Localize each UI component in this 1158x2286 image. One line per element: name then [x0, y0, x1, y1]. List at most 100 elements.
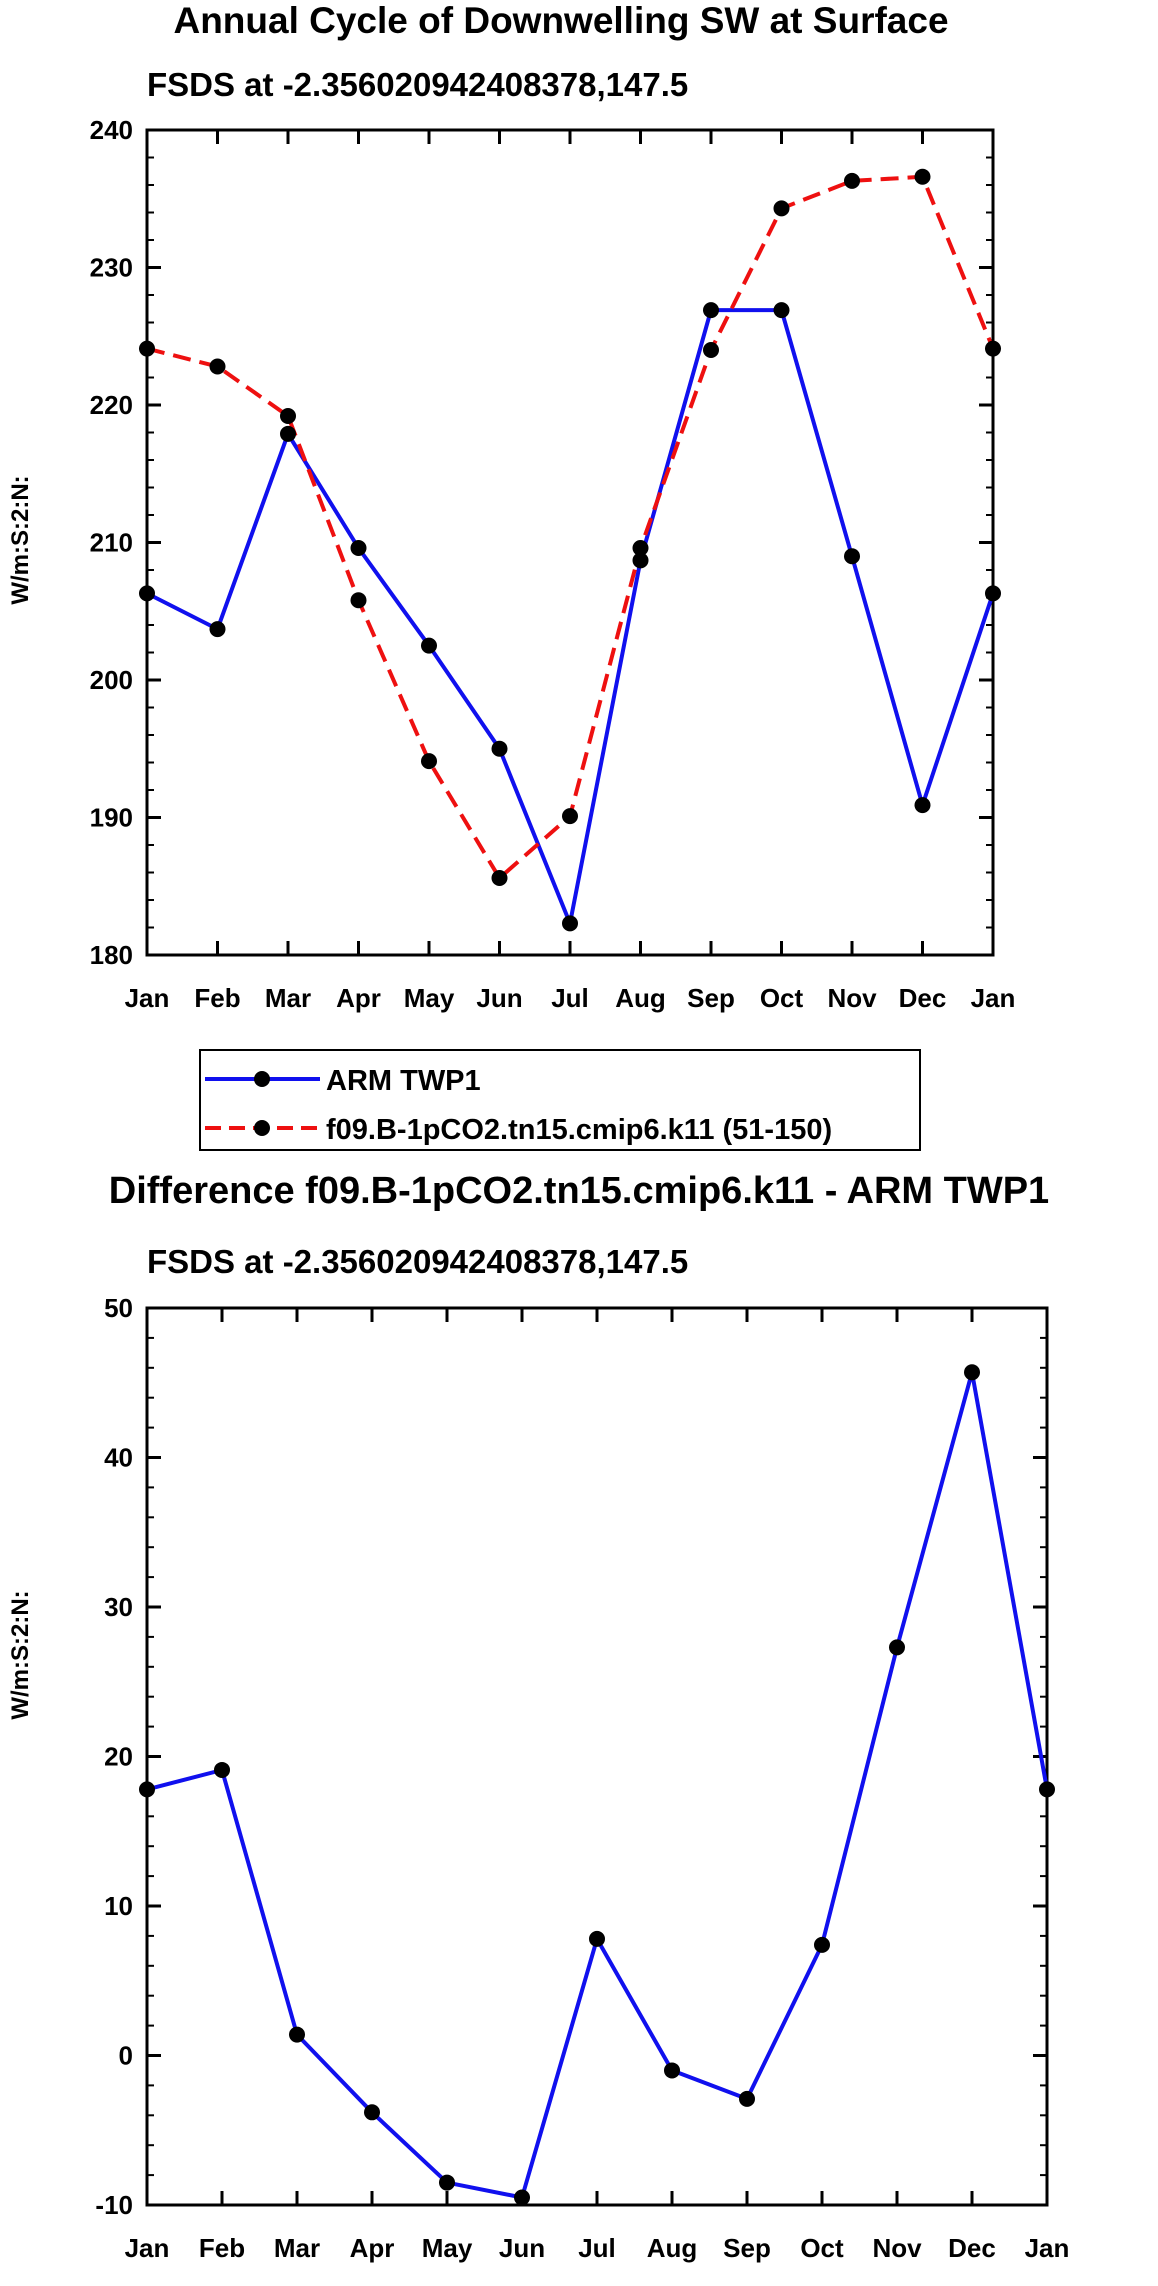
data-point [844, 172, 860, 189]
x-tick-label: Mar [274, 2233, 320, 2263]
y-tick-label: 220 [90, 390, 133, 420]
x-tick-label: Jun [499, 2233, 545, 2263]
data-point [209, 621, 226, 638]
x-tick-label: Aug [647, 2233, 698, 2263]
axis-ticks [145, 128, 995, 957]
data-point [514, 2189, 530, 2206]
data-point [209, 358, 226, 375]
y-tick-label: 20 [104, 1742, 133, 1772]
data-point [703, 302, 719, 319]
data-point [364, 2104, 380, 2121]
data-point [914, 168, 931, 185]
y-tick-label: 190 [90, 803, 133, 833]
x-tick-label: Sep [687, 983, 735, 1013]
y-tick-label: 40 [104, 1443, 133, 1473]
x-tick-label: May [422, 2233, 473, 2263]
y-tick-label: -10 [95, 2190, 133, 2220]
data-point [703, 342, 719, 358]
x-tick-label: Feb [199, 2233, 245, 2263]
data-point [985, 585, 1001, 602]
data-point [914, 797, 931, 814]
data-point [421, 637, 437, 654]
x-tick-label: Apr [336, 983, 381, 1013]
series-markers [139, 1364, 1055, 2206]
y-axis-label: W/m:S:2:N: [7, 1590, 34, 1719]
data-point [139, 340, 155, 357]
data-point [664, 2062, 680, 2079]
chart-title: Difference f09.B-1pCO2.tn15.cmip6.k11 - … [109, 1170, 1049, 1212]
data-point [421, 753, 437, 770]
data-point [280, 425, 296, 442]
y-axis-label: W/m:S:2:N: [7, 475, 34, 604]
x-tick-label: Apr [350, 2233, 395, 2263]
y-tick-label: 0 [119, 2041, 133, 2071]
series-markers [139, 168, 1001, 932]
chart-subtitle: FSDS at -2.356020942408378,147.5 [147, 1243, 688, 1280]
y-tick-labels: 180 190 200 210 220 230 240 [90, 115, 133, 970]
y-tick-label: 210 [90, 528, 133, 558]
data-point [439, 2174, 455, 2191]
data-point [139, 1781, 155, 1798]
data-point [289, 2026, 305, 2043]
data-point [214, 1761, 230, 1778]
data-point [814, 1936, 830, 1953]
axis-ticks [145, 1306, 1049, 2207]
legend-label-arm: ARM TWP1 [326, 1065, 481, 1097]
y-tick-label: 180 [90, 940, 133, 970]
y-tick-label: 10 [104, 1891, 133, 1921]
data-point [632, 540, 649, 556]
data-point [889, 1639, 905, 1656]
legend-marker-arm [254, 1071, 270, 1087]
data-point [773, 200, 790, 217]
data-point [632, 552, 649, 569]
panel-difference: Difference f09.B-1pCO2.tn15.cmip6.k11 - … [7, 1170, 1069, 2263]
data-point [589, 1930, 605, 1947]
legend: ARM TWP1 f09.B-1pCO2.tn15.cmip6.k11 (51-… [199, 1049, 921, 1151]
data-point [280, 408, 296, 424]
x-tick-label: Jan [1025, 2233, 1070, 2263]
legend-marker-model [254, 1120, 270, 1136]
chart-title: Annual Cycle of Downwelling SW at Surfac… [173, 0, 948, 41]
data-point [985, 340, 1001, 357]
x-tick-label: Oct [760, 983, 804, 1013]
legend-label-model: f09.B-1pCO2.tn15.cmip6.k11 (51-150) [326, 1114, 832, 1146]
x-tick-label: May [404, 983, 455, 1013]
data-point [964, 1364, 980, 1381]
data-point [739, 2090, 755, 2107]
data-point [844, 548, 860, 565]
x-tick-label: Dec [899, 983, 947, 1013]
data-point [350, 592, 367, 609]
x-tick-label: Jan [125, 983, 170, 1013]
y-tick-labels: -10 0 10 20 30 40 50 [95, 1293, 133, 2220]
y-tick-label: 230 [90, 253, 133, 283]
x-tick-label: Mar [265, 983, 311, 1013]
x-tick-label: Jul [578, 2233, 616, 2263]
x-tick-label: Aug [615, 983, 666, 1013]
y-tick-label: 240 [90, 115, 133, 145]
data-point [350, 540, 367, 556]
x-tick-label: Jan [125, 2233, 170, 2263]
x-tick-labels: Jan Feb Mar Apr May Jun Jul Aug Sep Oct Nov Dec Jan [125, 2233, 1070, 2263]
data-point [1039, 1781, 1055, 1798]
x-tick-labels: Jan Feb Mar Apr May Jun Jul Aug Sep Oct Nov Dec Jan [125, 983, 1016, 1013]
x-tick-label: Dec [948, 2233, 996, 2263]
y-tick-label: 50 [104, 1293, 133, 1323]
data-point [773, 302, 790, 319]
data-point [139, 585, 155, 602]
x-tick-label: Nov [872, 2233, 922, 2263]
x-tick-label: Jan [971, 983, 1016, 1013]
data-point [562, 808, 578, 825]
x-tick-label: Oct [800, 2233, 844, 2263]
y-tick-label: 200 [90, 665, 133, 695]
data-point [562, 915, 578, 932]
data-point [491, 740, 508, 757]
x-tick-label: Sep [723, 2233, 771, 2263]
panel-annual-cycle: Annual Cycle of Downwelling SW at Surfac… [7, 0, 1015, 1013]
x-tick-label: Jun [476, 983, 522, 1013]
x-tick-label: Jul [551, 983, 589, 1013]
x-tick-label: Feb [194, 983, 240, 1013]
data-point [491, 870, 508, 886]
chart-subtitle: FSDS at -2.356020942408378,147.5 [147, 66, 688, 103]
y-tick-label: 30 [104, 1592, 133, 1622]
